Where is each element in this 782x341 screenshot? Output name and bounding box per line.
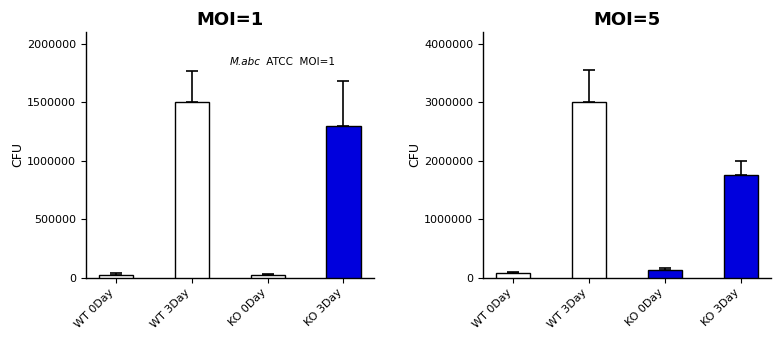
Bar	[250, 275, 285, 278]
Bar	[496, 273, 530, 278]
Bar	[99, 275, 133, 278]
Text: M.abc: M.abc	[230, 57, 260, 66]
Text: ATCC  MOI=1: ATCC MOI=1	[263, 57, 335, 66]
Title: MOI=5: MOI=5	[594, 11, 661, 29]
Bar	[572, 102, 606, 278]
Title: MOI=1: MOI=1	[196, 11, 264, 29]
Bar	[326, 125, 361, 278]
Y-axis label: CFU: CFU	[11, 142, 24, 167]
Bar	[723, 175, 758, 278]
Bar	[647, 270, 682, 278]
Y-axis label: CFU: CFU	[408, 142, 421, 167]
Bar	[174, 102, 209, 278]
